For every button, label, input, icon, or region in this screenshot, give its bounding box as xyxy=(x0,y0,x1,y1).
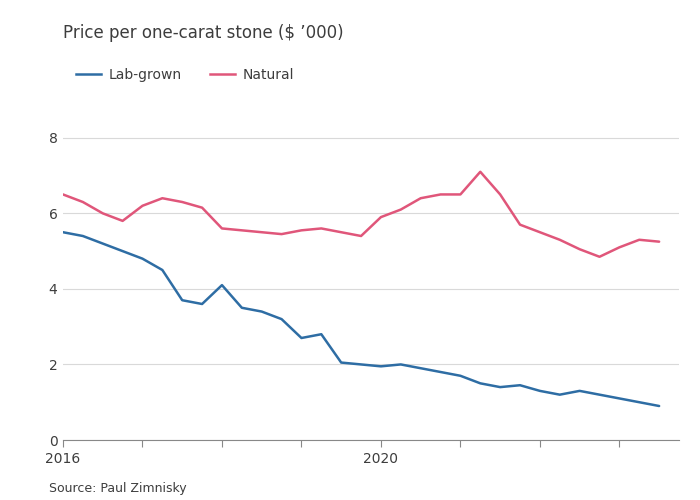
Legend: Lab-grown, Natural: Lab-grown, Natural xyxy=(70,62,300,88)
Text: Price per one-carat stone ($ ’000): Price per one-carat stone ($ ’000) xyxy=(63,24,344,42)
Text: Source: Paul Zimnisky: Source: Paul Zimnisky xyxy=(49,482,187,495)
